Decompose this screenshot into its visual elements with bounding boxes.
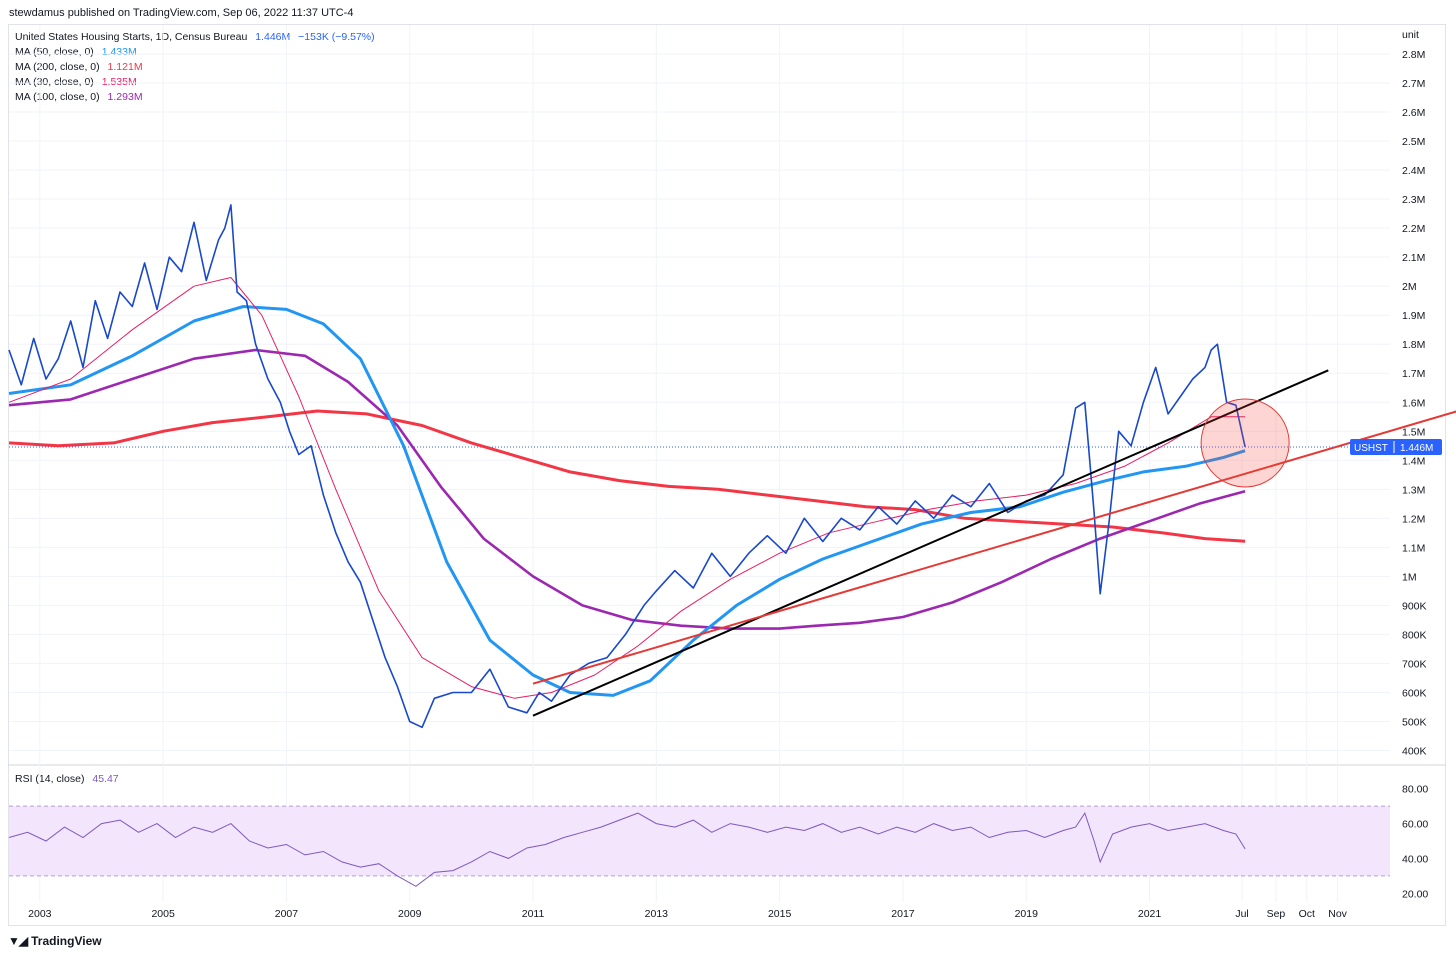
price-tick-label: 500K: [1402, 716, 1427, 728]
legend-ma-30[interactable]: MA (30, close, 0) 1.535M: [15, 76, 137, 88]
tradingview-logo-icon: ▼◢: [8, 934, 28, 948]
series-lines: [8, 204, 1456, 887]
price-tick-label: 1.5M: [1402, 426, 1425, 438]
price-tick-label: 2.5M: [1402, 136, 1425, 148]
rsi-tick-label: 80.00: [1402, 784, 1428, 796]
time-tick-label: Jul: [1235, 908, 1248, 920]
price-tick-label: 1.8M: [1402, 339, 1425, 351]
legend-change: −153K (−9.57%): [298, 31, 375, 43]
chart-frame: [8, 24, 1446, 926]
time-tick-label: 2009: [398, 908, 422, 920]
time-tick-label: 2007: [275, 908, 299, 920]
price-tick-label: 2.6M: [1402, 107, 1425, 119]
time-tick-label: 2011: [522, 908, 545, 920]
price-tick-label: 400K: [1402, 745, 1427, 757]
price-tick-label: 1.4M: [1402, 455, 1425, 467]
time-tick-label: 2019: [1015, 908, 1039, 920]
legend-rsi-value: 45.47: [92, 773, 119, 785]
legend-title: United States Housing Starts, 1D, Census…: [15, 31, 248, 43]
price-tick-label: 2M: [1402, 281, 1417, 293]
time-tick-label: 2017: [891, 908, 915, 920]
price-tick-label: 1.1M: [1402, 542, 1425, 554]
legend-ma-100[interactable]: MA (100, close, 0) 1.293M: [15, 91, 143, 103]
price-tick-label: 1M: [1402, 571, 1417, 583]
legend-ma-200[interactable]: MA (200, close, 0) 1.121M: [15, 61, 143, 73]
price-tick-label: 2.7M: [1402, 78, 1425, 90]
series-line-ma-200-close-0-: [8, 409, 1246, 543]
legend-rsi-label: RSI (14, close): [15, 773, 85, 785]
price-tick-label: 800K: [1402, 629, 1427, 641]
rsi-band-fill: [9, 806, 1390, 876]
trendline-1: [532, 410, 1456, 685]
time-tick-label: 2003: [28, 908, 52, 920]
price-tick-label: 2.8M: [1402, 49, 1425, 61]
series-line-ma-100-close-0-: [8, 348, 1246, 630]
time-tick-label: Sep: [1267, 908, 1286, 920]
rsi-tick-label: 40.00: [1402, 853, 1428, 865]
legend-ma-30-value: 1.535M: [101, 76, 137, 88]
price-tick-label: 1.3M: [1402, 484, 1425, 496]
series-line-ma-50-close-0-: [8, 305, 1246, 697]
price-tick-label: 1.2M: [1402, 513, 1425, 525]
publisher-line: stewdamus published on TradingView.com, …: [9, 7, 354, 19]
price-badge: [1350, 438, 1442, 455]
highlight-circle: [1200, 398, 1290, 488]
price-tick-label: 2.1M: [1402, 252, 1425, 264]
price-tick-label: 2.3M: [1402, 194, 1425, 206]
legend-rsi[interactable]: RSI (14, close) 45.47: [15, 773, 119, 785]
legend-ma-50[interactable]: MA (50, close, 0) 1.433M: [15, 46, 137, 58]
time-tick-label: 2015: [768, 908, 792, 920]
rsi-band: [9, 805, 1390, 877]
price-tick-label: 700K: [1402, 658, 1427, 670]
legend-ma-30-label: MA (30, close, 0): [15, 76, 94, 88]
time-tick-label: 2005: [151, 908, 175, 920]
price-tick-label: 2.2M: [1402, 223, 1425, 235]
trendline-0: [532, 369, 1329, 717]
legend-ma-100-value: 1.293M: [107, 91, 143, 103]
rsi-line: [8, 811, 1246, 887]
legend-last-value: 1.446M: [255, 31, 291, 43]
legend-ma-100-label: MA (100, close, 0): [15, 91, 100, 103]
legend-ma-200-label: MA (200, close, 0): [15, 61, 100, 73]
price-badge-value: 1.446M: [1400, 443, 1433, 454]
price-tick-label: 1.9M: [1402, 310, 1425, 322]
series-line-ushst: [8, 204, 1246, 729]
price-badge-symbol: USHST: [1354, 443, 1388, 454]
tradingview-logo: ▼◢ TradingView: [8, 934, 102, 948]
price-tick-label: 1.6M: [1402, 397, 1425, 409]
rsi-tick-label: 20.00: [1402, 888, 1428, 900]
price-tick-label: 2.4M: [1402, 165, 1425, 177]
price-tick-label: 1.7M: [1402, 368, 1425, 380]
grid-lines: [8, 25, 1446, 902]
price-unit-label: unit: [1402, 29, 1419, 41]
legend-main: United States Housing Starts, 1D, Census…: [15, 31, 375, 43]
price-tick-label: 900K: [1402, 600, 1427, 612]
time-tick-label: 2013: [645, 908, 669, 920]
time-tick-label: Oct: [1299, 908, 1315, 920]
rsi-tick-label: 60.00: [1402, 819, 1428, 831]
axes: 2.8M 2.7M 2.6M 2.5M 2.4M 2.3M 2.2M 2.1M 2M 1.9M 1.…: [28, 29, 1442, 920]
time-tick-label: 2021: [1138, 908, 1162, 920]
time-tick-label: Nov: [1328, 908, 1347, 920]
legend-ma-200-value: 1.121M: [107, 61, 143, 73]
price-tick-label: 600K: [1402, 687, 1427, 699]
legend-ma-50-label: MA (50, close, 0): [15, 46, 94, 58]
legend-ma-50-value: 1.433M: [101, 46, 137, 58]
